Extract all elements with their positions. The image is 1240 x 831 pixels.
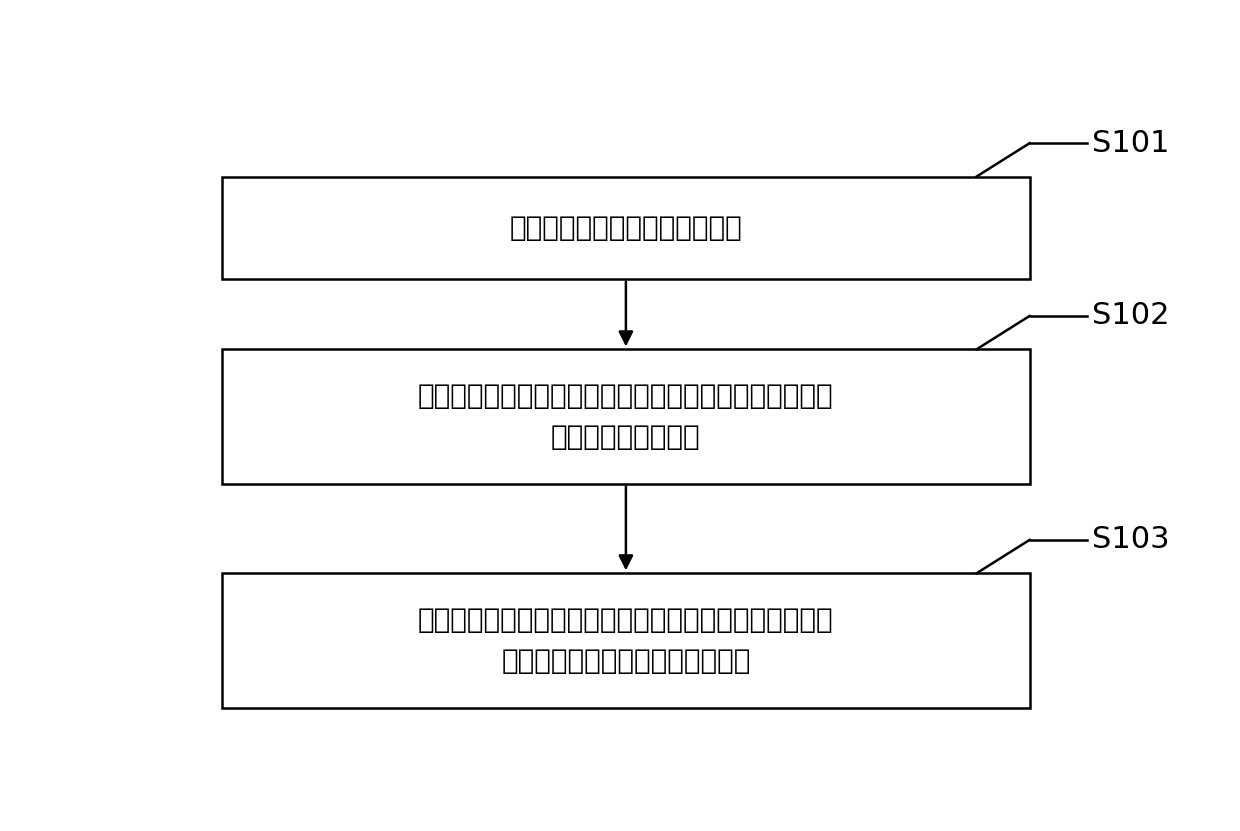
Text: S103: S103 [1092,525,1169,554]
Text: S101: S101 [1092,129,1169,158]
Text: S102: S102 [1092,302,1169,331]
Text: 基于对视频画面中目标对象的累计检测结果，控制显示屏
中的展示对象进行展示状态的变换: 基于对视频画面中目标对象的累计检测结果，控制显示屏 中的展示对象进行展示状态的变… [418,606,833,675]
Bar [222,349,1029,484]
Bar [222,573,1029,708]
Bar [222,176,1029,279]
Text: 在显示屏中展示获取的视频画面: 在显示屏中展示获取的视频画面 [510,214,743,242]
Text: 在检测到视频画面中包括目标对象的情况下，展示与目标
对象关联的展示对象: 在检测到视频画面中包括目标对象的情况下，展示与目标 对象关联的展示对象 [418,382,833,451]
